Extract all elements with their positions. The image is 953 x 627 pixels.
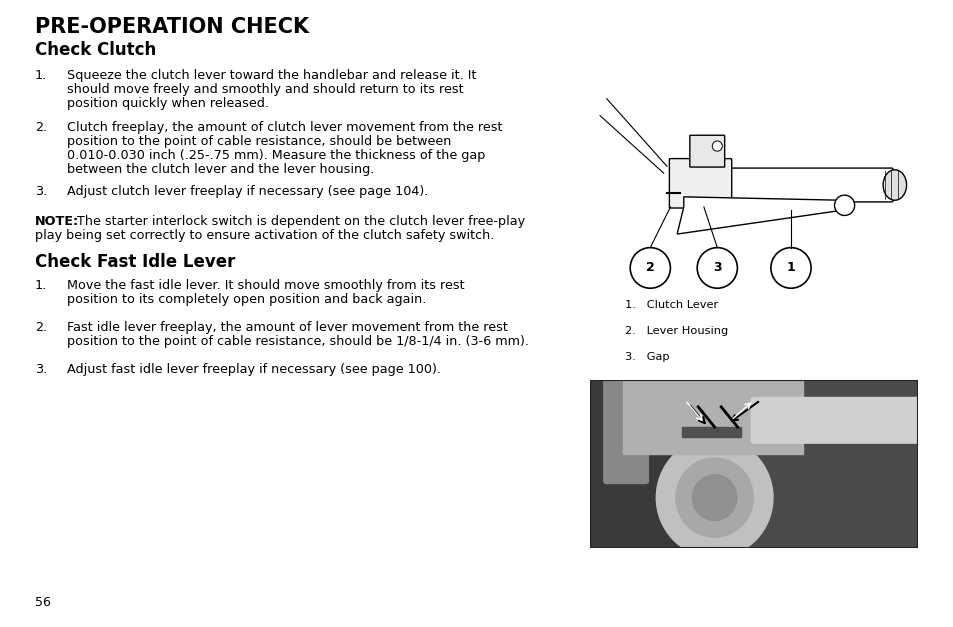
Text: 2.: 2. [35,121,47,134]
Bar [681,427,740,437]
Text: position to the point of cable resistance, should be between: position to the point of cable resistanc… [67,135,451,148]
Circle shape [655,437,773,558]
Circle shape [675,457,753,538]
Text: 3.   Gap: 3. Gap [624,352,669,362]
Text: Check Clutch: Check Clutch [35,41,156,59]
Text: between the clutch lever and the lever housing.: between the clutch lever and the lever h… [67,163,374,176]
Bar [589,380,720,548]
Text: 3.: 3. [35,185,48,198]
Text: position quickly when released.: position quickly when released. [67,97,269,110]
Text: Adjust fast idle lever freeplay if necessary (see page 100).: Adjust fast idle lever freeplay if neces… [67,363,440,376]
Text: Squeeze the clutch lever toward the handlebar and release it. It: Squeeze the clutch lever toward the hand… [67,69,476,82]
Text: 1.   Clutch Lever: 1. Clutch Lever [624,300,718,310]
FancyBboxPatch shape [689,135,724,167]
Circle shape [697,248,737,288]
Circle shape [770,248,810,288]
Text: The starter interlock switch is dependent on the clutch lever free-play: The starter interlock switch is dependen… [77,215,524,228]
Text: should move freely and smoothly and should return to its rest: should move freely and smoothly and shou… [67,83,463,96]
Circle shape [630,248,670,288]
Text: Fast idle lever freeplay, the amount of lever movement from the rest: Fast idle lever freeplay, the amount of … [67,321,507,334]
FancyBboxPatch shape [681,168,892,202]
Text: 2: 2 [645,261,654,275]
Text: 0.010-0.030 inch (.25-.75 mm). Measure the thickness of the gap: 0.010-0.030 inch (.25-.75 mm). Measure t… [67,149,485,162]
Text: Adjust clutch lever freeplay if necessary (see page 104).: Adjust clutch lever freeplay if necessar… [67,185,428,198]
Text: Check Fast Idle Lever: Check Fast Idle Lever [35,253,235,271]
Polygon shape [677,197,841,234]
Text: play being set correctly to ensure activation of the clutch safety switch.: play being set correctly to ensure activ… [35,229,494,242]
Bar [622,380,802,454]
Text: position to its completely open position and back again.: position to its completely open position… [67,293,426,306]
Text: NOTE:: NOTE: [35,215,79,228]
Text: PRE-OPERATION CHECK: PRE-OPERATION CHECK [35,17,309,37]
Circle shape [834,195,854,216]
Text: position to the point of cable resistance, should be 1/8-1/4 in. (3-6 mm).: position to the point of cable resistanc… [67,335,529,348]
Text: 1.: 1. [35,279,48,292]
Text: 2.: 2. [35,321,47,334]
Text: Move the fast idle lever. It should move smoothly from its rest: Move the fast idle lever. It should move… [67,279,464,292]
Text: 3: 3 [712,261,720,275]
Text: 56: 56 [35,596,51,609]
Text: 3.: 3. [35,363,48,376]
FancyBboxPatch shape [750,397,921,444]
FancyBboxPatch shape [602,377,648,484]
Circle shape [691,474,737,521]
FancyBboxPatch shape [669,159,731,208]
Text: 1: 1 [786,261,795,275]
Circle shape [712,141,721,151]
Text: 2.   Lever Housing: 2. Lever Housing [624,326,727,336]
Text: 1.: 1. [35,69,48,82]
Ellipse shape [882,170,905,200]
Text: Clutch freeplay, the amount of clutch lever movement from the rest: Clutch freeplay, the amount of clutch le… [67,121,502,134]
